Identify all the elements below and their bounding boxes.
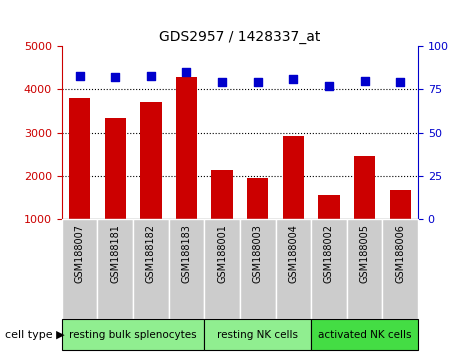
Text: resting bulk splenocytes: resting bulk splenocytes (69, 330, 197, 339)
Point (254, 80, 261, 85)
Bar (390, 190, 411, 219)
Bar (69, 98, 90, 219)
Bar (62, 219, 97, 319)
Text: activated NK cells: activated NK cells (318, 330, 411, 339)
Bar (140, 102, 162, 219)
Text: GSM188182: GSM188182 (146, 224, 156, 284)
Text: GSM188001: GSM188001 (217, 224, 227, 283)
Text: GSM188183: GSM188183 (181, 224, 191, 283)
Bar (169, 219, 204, 319)
Point (218, 80, 226, 85)
Text: GSM188002: GSM188002 (324, 224, 334, 284)
Point (76, 73, 84, 78)
Bar (247, 178, 268, 219)
Text: GSM188007: GSM188007 (75, 224, 85, 284)
Bar (211, 170, 233, 219)
Bar (318, 195, 340, 219)
Text: GSM188004: GSM188004 (288, 224, 298, 283)
Text: cell type ▶: cell type ▶ (5, 330, 65, 339)
Text: GSM188005: GSM188005 (360, 224, 370, 284)
Point (289, 76, 297, 82)
Bar (283, 136, 304, 219)
Bar (204, 219, 240, 319)
Point (361, 78, 369, 84)
Bar (176, 77, 197, 219)
Bar (204, 319, 311, 350)
Point (396, 80, 404, 85)
Point (182, 69, 190, 75)
Bar (354, 156, 375, 219)
Title: GDS2957 / 1428337_at: GDS2957 / 1428337_at (159, 30, 321, 44)
Bar (133, 219, 169, 319)
Bar (382, 219, 418, 319)
Bar (347, 219, 382, 319)
Bar (311, 319, 418, 350)
Bar (62, 319, 204, 350)
Text: resting NK cells: resting NK cells (217, 330, 298, 339)
Bar (240, 219, 276, 319)
Bar (311, 219, 347, 319)
Text: GSM188006: GSM188006 (395, 224, 405, 283)
Text: GSM188181: GSM188181 (110, 224, 120, 283)
Point (111, 74, 119, 80)
Bar (97, 219, 133, 319)
Bar (104, 118, 126, 219)
Text: GSM188003: GSM188003 (253, 224, 263, 283)
Bar (276, 219, 311, 319)
Point (325, 83, 332, 89)
Point (147, 73, 155, 78)
